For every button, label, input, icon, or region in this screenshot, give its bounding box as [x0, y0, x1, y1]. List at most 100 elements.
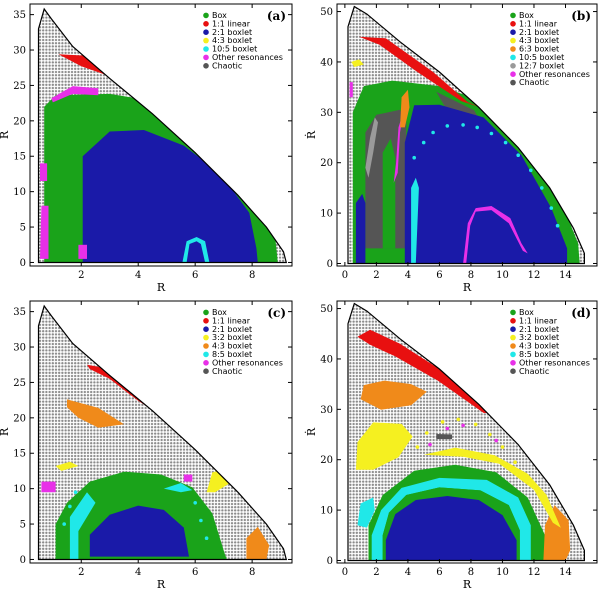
point-3-2-boxlet	[513, 460, 517, 465]
point-other-resonances	[445, 426, 450, 431]
point-3-2-boxlet	[425, 431, 429, 435]
region-1-1-linear	[359, 36, 481, 108]
legend-entry: Other resonances	[212, 358, 283, 367]
x-tick-label: 8	[468, 270, 474, 281]
x-tick-label: 10	[496, 567, 509, 578]
legend-marker	[203, 360, 209, 366]
y-tick-label: 50	[320, 7, 333, 18]
y-axis-label: Ṙ	[0, 427, 11, 436]
legend-marker	[510, 360, 516, 366]
point-other-resonances	[428, 442, 432, 447]
point-4-3-boxlet	[196, 116, 200, 120]
legend-marker	[203, 334, 209, 341]
legend-entry: Box	[519, 11, 534, 20]
legend-entry: 3:2 boxlet	[212, 333, 252, 342]
legend-marker	[510, 368, 516, 375]
legend-marker	[203, 21, 209, 27]
point-10-5-boxlet	[445, 124, 450, 128]
point-10-5-boxlet	[516, 153, 520, 157]
region-other-resonances	[349, 82, 353, 98]
legend-marker	[510, 29, 516, 35]
legend-entry: Other resonances	[519, 358, 590, 367]
legend-marker	[203, 12, 209, 19]
legend-entry: 3:2 boxlet	[519, 333, 559, 342]
x-tick-label: 10	[496, 270, 509, 281]
x-tick-label: 8	[249, 567, 255, 578]
zero-velocity-curve	[37, 304, 288, 561]
y-tick-label: 40	[320, 354, 333, 365]
x-tick-label: 6	[192, 567, 198, 578]
region-box	[382, 138, 396, 249]
x-tick-label: 12	[528, 567, 541, 578]
region-4-3-boxlet	[543, 505, 571, 561]
legend-marker	[203, 29, 209, 35]
x-tick-label: 0	[342, 270, 348, 281]
region-8-5-boxlet	[163, 483, 193, 493]
legend-marker	[510, 12, 516, 19]
x-axis-label: R	[157, 281, 166, 294]
region-3-2-boxlet	[55, 461, 79, 471]
point-4-3-boxlet	[187, 108, 192, 112]
legend-marker	[203, 343, 209, 349]
legend-entry: Chaotic	[212, 367, 242, 376]
legend-entry: Chaotic	[519, 78, 549, 87]
legend-entry: 1:1 linear	[519, 19, 558, 28]
point-4-3-boxlet	[170, 94, 175, 98]
y-tick-label: 25	[13, 378, 26, 389]
legend-entry: 1:1 linear	[212, 316, 251, 325]
panel-label: (b)	[571, 9, 591, 23]
region-10-5-boxlet	[182, 237, 210, 263]
point-4-3-boxlet	[179, 101, 183, 105]
y-tick-label: 30	[13, 343, 26, 354]
point-10-5-boxlet	[421, 140, 426, 145]
point-4-3-boxlet	[213, 133, 217, 137]
x-tick-label: 2	[78, 567, 84, 578]
legend-marker	[510, 309, 516, 316]
region-6-3-boxlet	[400, 89, 410, 128]
orbit-regions	[355, 329, 571, 561]
y-tick-label: 5	[20, 520, 26, 531]
legend-entry: Other resonances	[519, 70, 590, 79]
legend-entry: 1:1 linear	[519, 316, 558, 325]
axes-frame	[336, 3, 598, 267]
y-tick-label: 50	[320, 304, 333, 315]
region-other-resonances	[78, 244, 87, 259]
region-other-resonances	[463, 206, 528, 264]
point-10-5-boxlet	[503, 140, 508, 145]
legend-entry: 1:1 linear	[212, 19, 251, 28]
legend-marker	[510, 318, 516, 324]
x-tick-label: 4	[135, 567, 141, 578]
point-3-2-boxlet	[524, 475, 528, 480]
region-2-1-boxlet	[82, 130, 258, 263]
y-tick-label: 0	[20, 555, 26, 566]
y-tick-label: 40	[320, 57, 333, 68]
point-10-5-boxlet	[489, 131, 494, 136]
legend-marker	[203, 54, 209, 61]
legend-entry: 10:5 boxlet	[519, 53, 564, 62]
legend-marker	[510, 79, 516, 86]
y-tick-label: 0	[20, 258, 26, 269]
y-tick-label: 35	[13, 307, 26, 318]
point-3-2-boxlet	[500, 445, 505, 449]
region-other-resonances	[183, 474, 193, 482]
legend-entry: 10:5 boxlet	[212, 45, 257, 54]
y-tick-label: 0	[327, 259, 333, 270]
legend-entry: Other resonances	[212, 53, 283, 62]
region-8-5-boxlet	[69, 492, 96, 560]
legend-marker	[510, 54, 516, 61]
point-8-5-boxlet	[62, 522, 66, 526]
legend-entry: Box	[212, 11, 227, 20]
y-tick-label: 30	[320, 405, 333, 416]
x-tick-label: 8	[249, 270, 255, 281]
legend-marker	[510, 21, 516, 27]
legend-entry: 2:1 boxlet	[519, 28, 559, 37]
x-tick-label: 6	[436, 270, 442, 281]
y-tick-label: 30	[320, 108, 333, 119]
y-tick-label: 20	[13, 413, 26, 424]
legend-marker	[510, 63, 516, 69]
point-8-5-boxlet	[193, 501, 197, 505]
y-tick-label: 20	[320, 158, 333, 169]
region-4-3-boxlet	[351, 59, 364, 67]
